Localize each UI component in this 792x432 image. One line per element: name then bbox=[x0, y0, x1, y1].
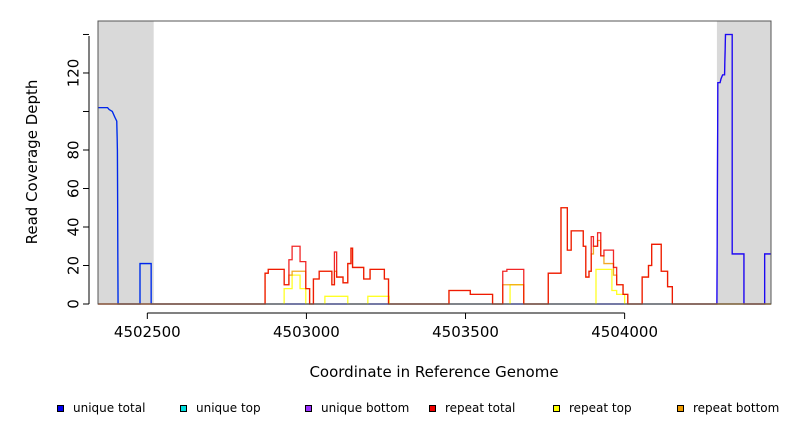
series-lines bbox=[98, 33, 771, 305]
y-tick-label: 0 bbox=[65, 299, 83, 309]
series-line-repeat-total bbox=[98, 207, 771, 305]
shaded-regions bbox=[98, 21, 771, 304]
legend-swatch bbox=[553, 404, 560, 412]
legend-item-unique-bottom: unique bottom bbox=[305, 398, 409, 418]
x-tick-label: 4504000 bbox=[591, 323, 658, 341]
legend: unique total unique top unique bottom repea… bbox=[0, 398, 792, 420]
legend-swatch bbox=[305, 404, 312, 412]
y-tick-label: 60 bbox=[65, 179, 83, 198]
legend-item-repeat-top: repeat top bbox=[553, 398, 632, 418]
series-line-repeat-top bbox=[98, 268, 771, 305]
axes: 0 20 40 60 80 120 4502500 4503000 4503500 4504000 bbox=[65, 33, 658, 341]
series-line-unique-top bbox=[98, 106, 771, 305]
shaded-region-0 bbox=[98, 21, 154, 304]
y-tick-label: 20 bbox=[65, 256, 83, 275]
legend-label: repeat total bbox=[445, 401, 516, 415]
legend-item-unique-top: unique top bbox=[180, 398, 261, 418]
series-line-unique-bottom bbox=[98, 33, 771, 305]
legend-item-repeat-bottom: repeat bottom bbox=[677, 398, 779, 418]
legend-label: unique bottom bbox=[321, 401, 410, 415]
legend-swatch bbox=[677, 404, 684, 412]
x-axis-title: Coordinate in Reference Genome bbox=[309, 363, 558, 381]
x-tick-label: 4503500 bbox=[432, 323, 499, 341]
y-tick-label: 40 bbox=[65, 217, 83, 236]
legend-swatch bbox=[429, 404, 436, 412]
x-tick-label: 4503000 bbox=[273, 323, 340, 341]
y-tick-label: 120 bbox=[65, 59, 83, 88]
plot-frame bbox=[97, 20, 772, 305]
series-line-repeat-bottom bbox=[98, 207, 771, 305]
legend-item-unique-total: unique total bbox=[57, 398, 145, 418]
legend-label: unique top bbox=[196, 401, 261, 415]
legend-swatch bbox=[180, 404, 187, 412]
series-line-unique-total bbox=[98, 33, 771, 305]
x-tick-label: 4502500 bbox=[114, 323, 181, 341]
legend-label: repeat top bbox=[569, 401, 632, 415]
legend-swatch bbox=[57, 404, 64, 412]
legend-item-repeat-total: repeat total bbox=[429, 398, 515, 418]
legend-label: unique total bbox=[73, 401, 146, 415]
coverage-chart: 0 20 40 60 80 120 4502500 4503000 4503500 4504000… bbox=[23, 20, 772, 381]
y-axis-title: Read Coverage Depth bbox=[23, 80, 41, 245]
y-tick-label: 80 bbox=[65, 140, 83, 159]
legend-label: repeat bottom bbox=[693, 401, 780, 415]
